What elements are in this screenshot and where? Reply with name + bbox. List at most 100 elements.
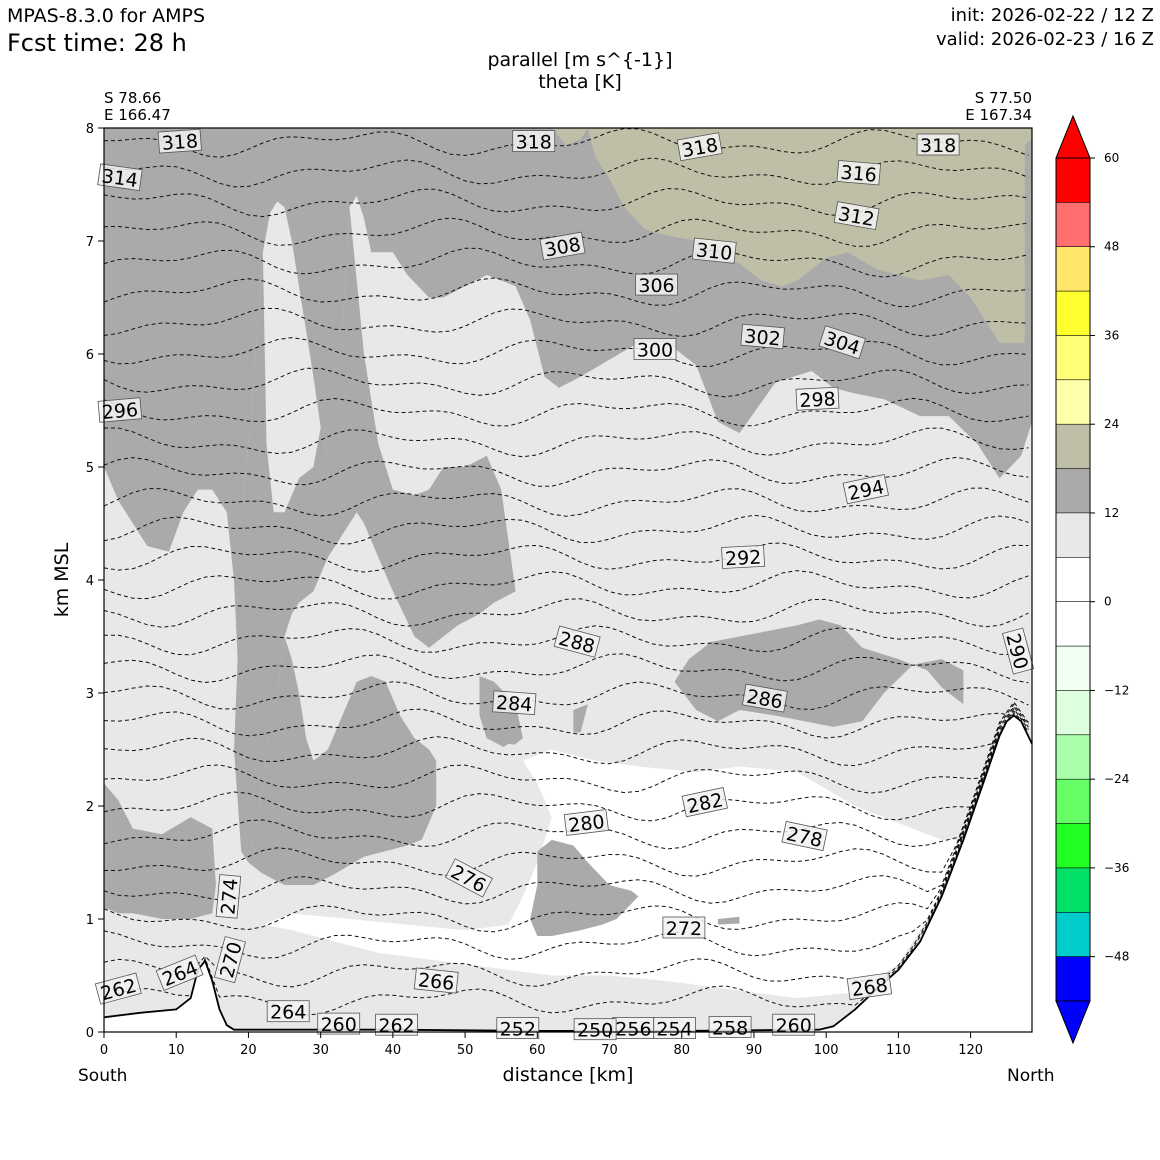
- contour-label: 264: [266, 1000, 310, 1024]
- y-tick-label: 6: [86, 348, 94, 363]
- contour-label-text: 300: [637, 340, 673, 362]
- contour-label: 296: [97, 397, 143, 424]
- colorbar-segment: [1055, 512, 1091, 559]
- x-tick-label: 10: [168, 1043, 185, 1058]
- contour-label-text: 274: [217, 877, 242, 915]
- contour-label: 274: [215, 874, 242, 919]
- contour-label-box: [633, 338, 677, 360]
- contour-label-box: [653, 1017, 696, 1039]
- colorbar-segment: [1055, 335, 1091, 381]
- contour-label: 304: [818, 325, 866, 360]
- contour-label-box: [833, 201, 880, 231]
- contour-label-text: 256: [615, 1019, 651, 1041]
- theta-contour-line: [104, 427, 1029, 458]
- colorbar-segment: [1055, 601, 1091, 647]
- theta-contour-line: [104, 542, 1029, 573]
- contour-label-box: [1002, 627, 1035, 675]
- colorbar-segment: [1055, 468, 1091, 514]
- contour-label-text: 292: [724, 546, 761, 570]
- x-tick-label: 30: [312, 1043, 329, 1058]
- colorbar-segment: [1055, 956, 1091, 1002]
- x-tick-label: 80: [673, 1043, 690, 1058]
- shade-mid-dark: [226, 207, 516, 863]
- contour-label-box: [740, 323, 785, 350]
- contour-label-box: [512, 130, 556, 153]
- forecast-time: Fcst time: 28 h: [7, 29, 187, 57]
- contour-label: 266: [413, 967, 459, 995]
- valid-time: valid: 2026-02-23 / 16 Z: [936, 29, 1154, 50]
- colorbar-segment: [1055, 423, 1091, 470]
- contour-label-box: [157, 128, 202, 154]
- colorbar-segment: [1055, 290, 1091, 337]
- shade-small-dark: [479, 676, 523, 750]
- contour-label-text: 266: [417, 969, 455, 995]
- y-axis-label: km MSL: [51, 542, 73, 618]
- theta-contour-line: [104, 307, 1029, 338]
- contour-label-box: [795, 386, 840, 411]
- contour-label-box: [676, 132, 723, 162]
- theta-contour-line: [104, 367, 1029, 398]
- x-tick-label: 60: [529, 1043, 546, 1058]
- colorbar-tick-label: −48: [1104, 950, 1129, 964]
- y-tick-label: 1: [86, 913, 94, 928]
- shade-white-band: [262, 749, 964, 999]
- contour-label: 280: [563, 809, 609, 837]
- x-tick-label: 50: [457, 1043, 474, 1058]
- theta-contour-line: [104, 703, 1029, 905]
- contour-label-text: 250: [577, 1020, 613, 1042]
- contour-label-box: [681, 786, 728, 818]
- contour-label-box: [563, 809, 609, 836]
- colorbar-segment: [1055, 556, 1091, 603]
- contour-label: 286: [741, 683, 788, 714]
- contour-label-text: 296: [101, 399, 139, 424]
- y-tick-label: 3: [86, 687, 94, 702]
- contour-label: 310: [691, 237, 737, 265]
- contour-label-text: 316: [840, 162, 878, 187]
- contour-label-box: [721, 544, 766, 569]
- contour-label-text: 302: [743, 325, 781, 350]
- x-axis: 0 10 20 30 40 50 60 70 80 90 100 110 120: [100, 1032, 983, 1058]
- contour-label: 318: [512, 130, 556, 154]
- contour-label-box: [266, 1000, 310, 1023]
- colorbar-tick-label: 48: [1104, 240, 1119, 254]
- contour-label-box: [635, 273, 678, 296]
- contour-label: 318: [157, 128, 202, 155]
- contour-label-text: 318: [516, 132, 552, 154]
- shade-lower-dark: [248, 636, 437, 886]
- contour-label-text: 314: [100, 165, 139, 192]
- contour-label-box: [375, 1013, 418, 1036]
- y-tick-label: 2: [86, 800, 94, 815]
- right-latitude: S 77.50: [974, 89, 1032, 107]
- contour-label-box: [818, 325, 866, 360]
- colorbar-tick-label: −12: [1104, 683, 1129, 697]
- theta-contour-line: [104, 819, 1029, 850]
- contour-label-text: 272: [666, 918, 702, 940]
- colorbar-segment: [1055, 246, 1091, 292]
- x-tick-label: 100: [814, 1043, 839, 1058]
- x-tick-label: 90: [746, 1043, 763, 1058]
- contour-label: 300: [633, 338, 677, 362]
- x-tick-label: 40: [385, 1043, 402, 1058]
- contour-label-box: [846, 972, 893, 1001]
- contour-label-box: [155, 954, 204, 991]
- colorbar-segment: [1055, 734, 1091, 780]
- x-tick-label: 20: [240, 1043, 257, 1058]
- contour-label-text: 284: [495, 692, 533, 716]
- colorbar-segment: [1055, 778, 1091, 825]
- left-longitude: E 166.47: [104, 106, 171, 124]
- contour-label-text: 264: [270, 1002, 306, 1024]
- contour-label-box: [916, 133, 960, 156]
- right-longitude: E 167.34: [965, 106, 1032, 124]
- contour-label-box: [492, 690, 537, 716]
- contour-label-box: [213, 936, 246, 984]
- shade-left-dark: [104, 783, 216, 919]
- chart-title-line2: theta [K]: [538, 71, 622, 93]
- theta-contour-line: [104, 514, 1029, 545]
- contour-label-box: [662, 916, 706, 939]
- contour-label-text: 258: [712, 1018, 748, 1040]
- contour-label-box: [836, 159, 882, 186]
- y-tick-label: 4: [86, 574, 94, 589]
- colorbar-tick-label: 36: [1104, 328, 1119, 342]
